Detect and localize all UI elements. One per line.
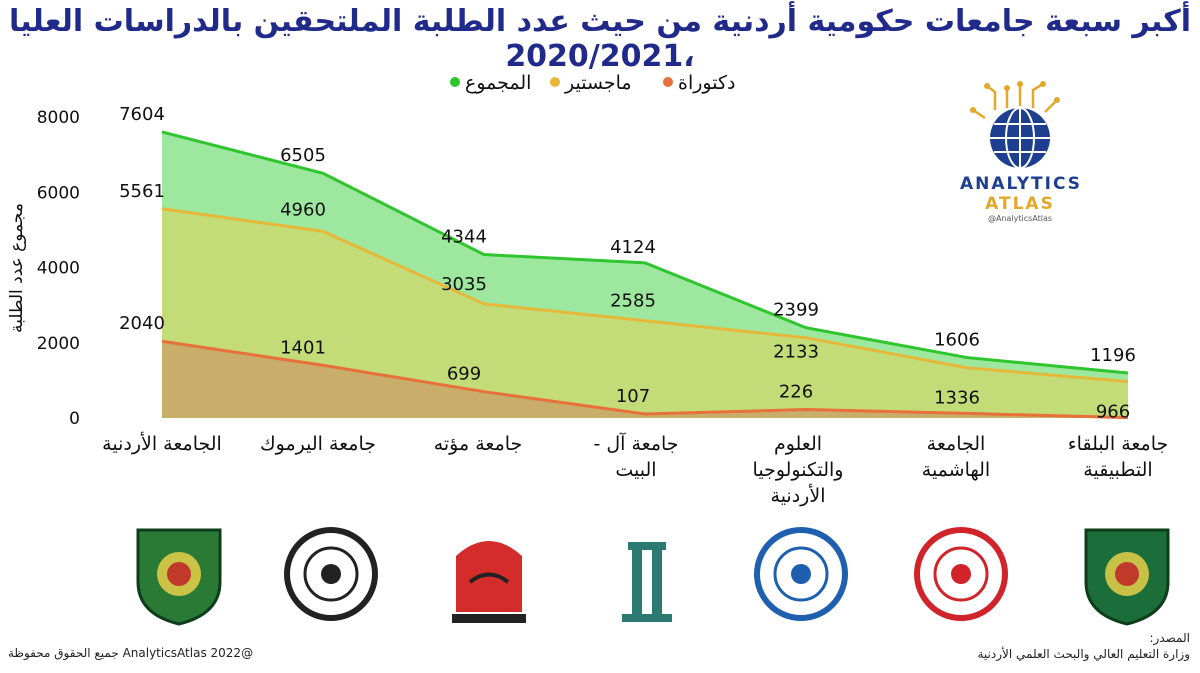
- x-category-label-line: جامعة اليرموك: [260, 433, 376, 455]
- data-label: 2399: [773, 300, 819, 321]
- series-line-0: [161, 130, 1129, 375]
- area-1: [162, 208, 1128, 418]
- y-tick-label: 6000: [37, 183, 80, 203]
- x-category-label: الجامعة الهاشمية: [922, 433, 990, 481]
- data-label: 1606: [934, 330, 980, 351]
- data-label: 966: [1096, 402, 1130, 423]
- x-category-label: جامعة مؤته: [434, 433, 523, 455]
- source-text: وزارة التعليم العالي والبحث العلمي الأرد…: [977, 647, 1191, 661]
- data-label: 1336: [934, 388, 980, 409]
- data-label: 4960: [280, 199, 326, 220]
- data-label: 1196: [1090, 345, 1136, 366]
- x-category-label: جامعة آل - البيت: [593, 431, 678, 481]
- x-category-label-line: جامعة آل -: [593, 431, 678, 455]
- x-category-label-line: والتكنولوجيا: [753, 459, 844, 481]
- y-tick-label: 0: [69, 409, 80, 429]
- x-category-label: جامعة البلقاء التطبيقية: [1068, 433, 1169, 481]
- mutah-university-logo: [440, 522, 538, 627]
- al-balqa-applied-university-logo: [1078, 522, 1176, 627]
- x-category-label-line: الهاشمية: [922, 459, 990, 481]
- y-tick-label: 4000: [37, 259, 80, 279]
- x-category-label: جامعة اليرموك: [260, 433, 376, 455]
- series-line-1: [161, 207, 1129, 384]
- brand-handle: @AnalyticsAtlas: [987, 214, 1053, 223]
- data-label: 2040: [119, 313, 165, 334]
- x-category-label-line: الجامعة الأردنية: [102, 432, 222, 455]
- area-2: [162, 341, 1128, 418]
- hashemite-university-logo: [912, 522, 1010, 627]
- x-category-label-line: جامعة البلقاء: [1068, 433, 1169, 455]
- data-label: 2133: [773, 342, 819, 363]
- just-university-logo: [752, 522, 850, 627]
- x-category-label: الجامعة الأردنية: [102, 432, 222, 455]
- legend-marker-2: [663, 77, 673, 87]
- data-label: 5561: [119, 181, 165, 202]
- data-label: 6505: [280, 145, 326, 166]
- data-label: 3035: [441, 274, 487, 295]
- data-label: 7604: [119, 104, 165, 125]
- x-category-label-line: الجامعة: [927, 433, 986, 455]
- series-line-2: [161, 339, 1129, 420]
- brand-word-atlas: ATLAS: [985, 194, 1055, 214]
- x-category-label-line: جامعة مؤته: [434, 433, 523, 455]
- copyright-text: @AnalyticsAtlas 2022 جميع الحقوق محفوظة: [8, 646, 254, 660]
- source-label: المصدر:: [1149, 631, 1190, 645]
- x-category-label-line: البيت: [615, 459, 656, 481]
- data-label: 1401: [280, 337, 326, 358]
- y-tick-label: 2000: [37, 334, 80, 354]
- source-block: المصدر: وزارة التعليم العالي والبحث العل…: [978, 630, 1191, 662]
- legend-marker-0: [450, 77, 460, 87]
- al-al-bayt-university-logo: [598, 522, 696, 627]
- legend-label-1: ماجستير: [564, 72, 632, 94]
- brand-word-analytics: ANALYTICS: [960, 174, 1082, 194]
- x-category-label-line: الأردنية: [771, 484, 826, 507]
- x-category-label-line: التطبيقية: [1083, 459, 1152, 481]
- data-label: 2585: [610, 291, 656, 312]
- university-of-jordan-logo: [130, 522, 228, 627]
- data-label: 107: [616, 386, 650, 407]
- y-axis-title: مجموع عدد الطلبة: [7, 203, 27, 333]
- legend-label-2: دكتوراة: [678, 72, 735, 94]
- legend-marker-1: [550, 77, 560, 87]
- legend-label-0: المجموع: [465, 72, 531, 94]
- data-label: 4344: [441, 227, 487, 248]
- page-title: أكبر سبعة جامعات حكومية أردنية من حيث عد…: [8, 4, 1192, 74]
- data-label: 226: [779, 381, 813, 402]
- x-category-label: العلوم والتكنولوجيا الأردنية: [753, 433, 844, 507]
- data-label: 699: [447, 364, 481, 385]
- x-category-label-line: العلوم: [774, 433, 822, 455]
- y-tick-label: 8000: [37, 108, 80, 128]
- yarmouk-university-logo: [282, 522, 380, 627]
- globe-circuit-icon: [970, 81, 1060, 169]
- analytics-atlas-brand: ANALYTICS ATLAS @AnalyticsAtlas: [960, 80, 1080, 223]
- data-label: 4124: [610, 237, 656, 258]
